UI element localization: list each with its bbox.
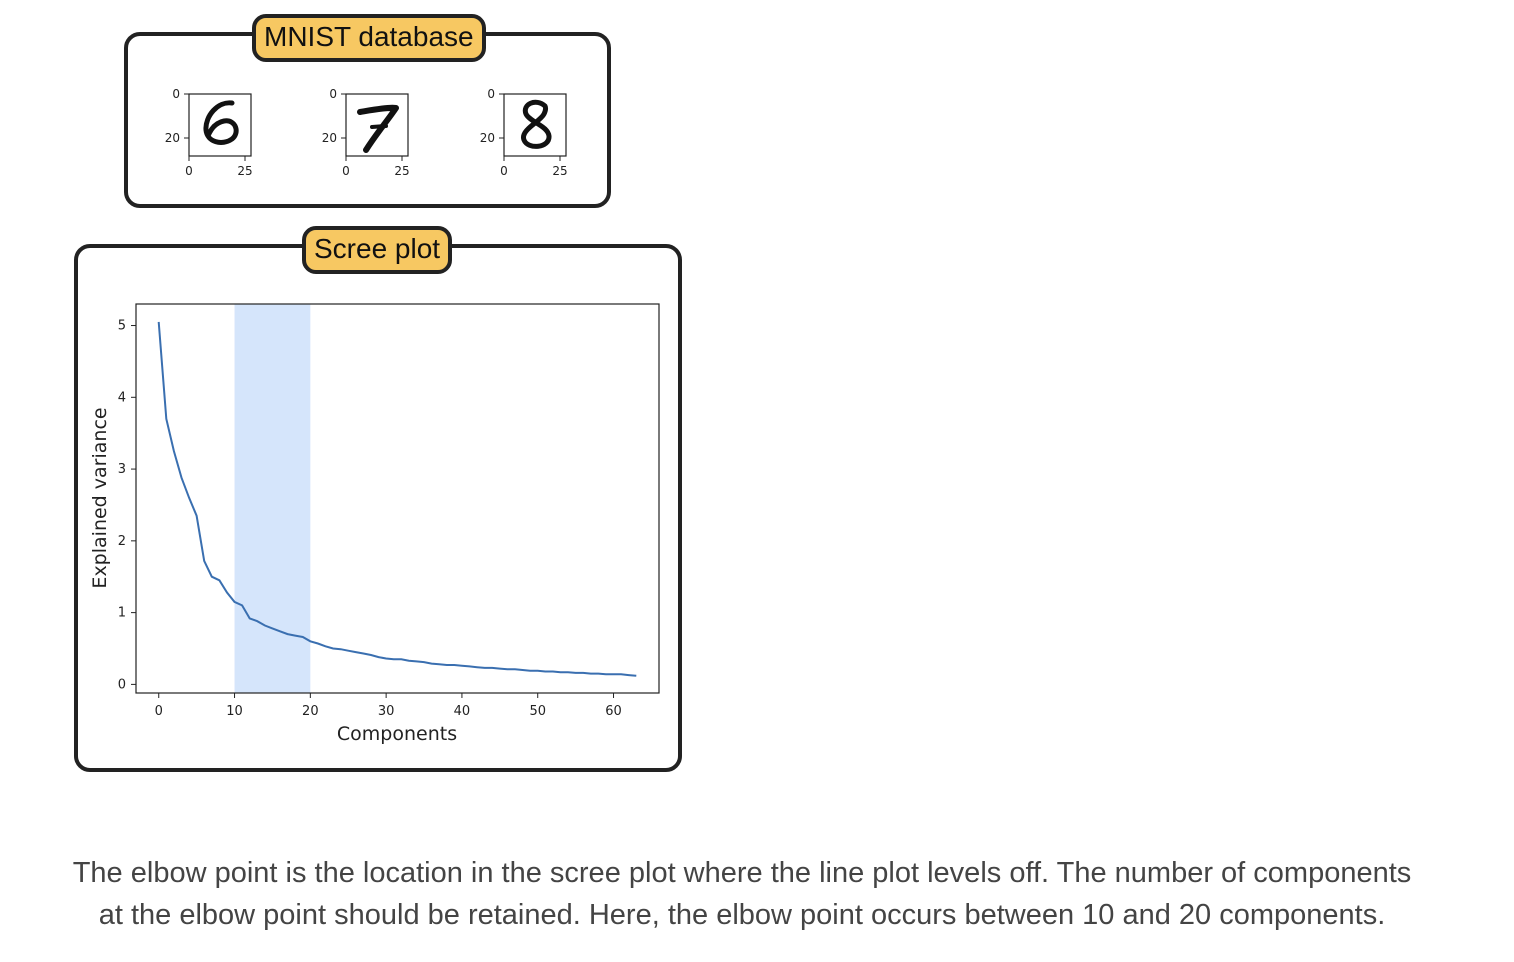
elbow-highlight-band [234,304,311,693]
x-tick-label-60: 60 [605,704,622,719]
x-axis-label: Components [337,723,457,745]
scree-title: Scree plot [302,226,453,274]
digit-7-axes: 0 20 0 25 [322,87,410,178]
mnist-title: MNIST database [252,14,486,62]
caption-line-1: The elbow point is the location in the s… [72,857,1412,889]
y-axis-label: Explained variance [89,407,111,588]
y-tick-label-1: 1 [118,606,126,621]
mnist-digits: 0 20 0 25 0 20 0 25 0 20 0 25 [165,87,568,178]
digit-7-ytick-20: 20 [322,131,337,145]
digit-7-xtick-25: 25 [394,164,409,178]
y-tick-label-2: 2 [118,534,126,549]
digit-6-ytick-0: 0 [172,87,180,101]
digit-6-xtick-25: 25 [237,164,252,178]
digit-8-axes: 0 20 0 25 [480,87,568,178]
y-tick-label-5: 5 [118,319,126,334]
x-tick-label-10: 10 [226,704,243,719]
x-tick-label-50: 50 [529,704,546,719]
plot-frame [135,303,660,694]
digit-8-xtick-0: 0 [500,164,508,178]
x-tick-label-30: 30 [378,704,395,719]
digit-image-7 [345,93,409,157]
digit-8-xtick-25: 25 [552,164,567,178]
digit-8-ytick-0: 0 [487,87,495,101]
digit-image-6 [188,93,252,157]
caption-line-2: at the elbow point should be retained. H… [98,899,1386,931]
digit-6-ytick-20: 20 [165,131,180,145]
digit-7-ytick-0: 0 [329,87,337,101]
caption: The elbow point is the location in the s… [0,852,1484,936]
scree-plot: 0 10 20 30 40 50 60 0 1 2 3 4 5 Components Explained… [89,303,660,745]
x-tick-label-0: 0 [155,704,163,719]
y-tick-label-3: 3 [118,462,126,477]
x-tick-label-20: 20 [302,704,319,719]
digit-6-axes: 0 20 0 25 [165,87,253,178]
digit-6-xtick-0: 0 [185,164,193,178]
explained-variance-line [157,321,637,677]
x-tick-label-40: 40 [454,704,471,719]
y-tick-label-4: 4 [118,390,126,405]
digit-8-ytick-20: 20 [480,131,495,145]
digit-image-8 [503,93,567,157]
y-tick-label-0: 0 [118,677,126,692]
plot-area [136,304,659,693]
digit-7-xtick-0: 0 [342,164,350,178]
